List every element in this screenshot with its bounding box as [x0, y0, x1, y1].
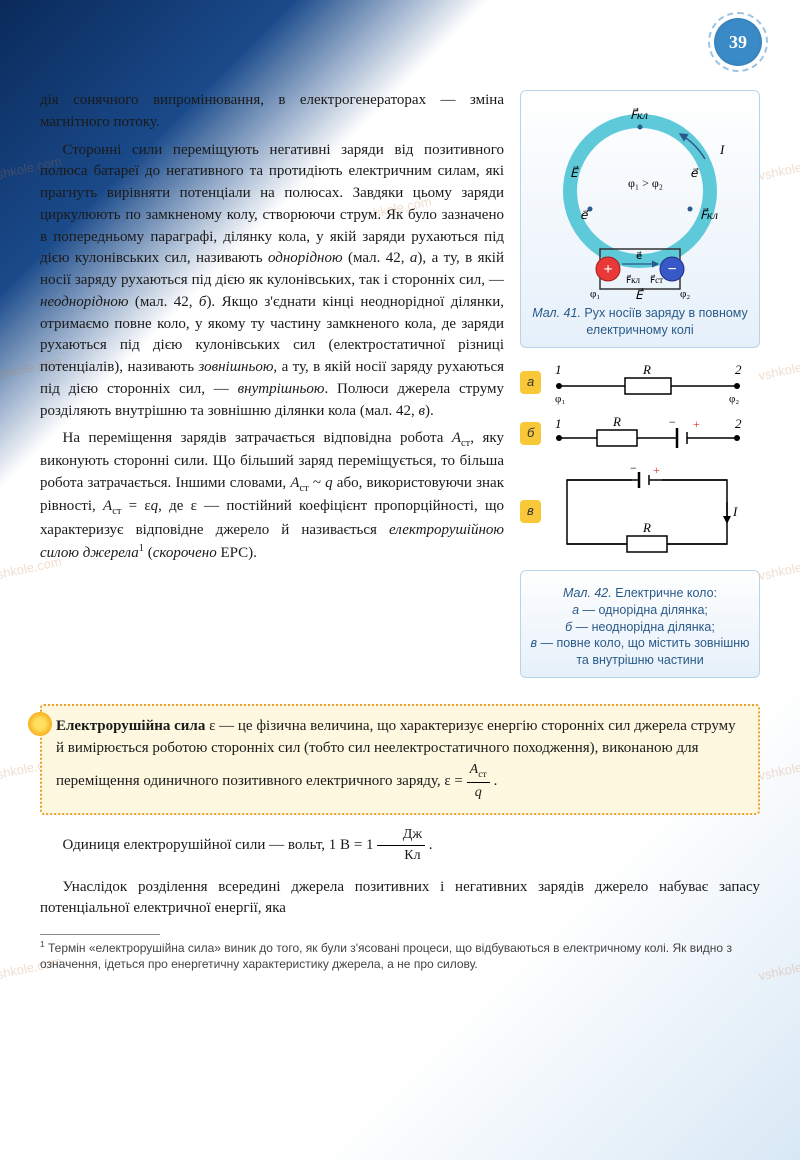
- figure-41-svg: I + − e⃗ F⃗кл F⃗ст E⃗ F⃗кл F⃗кл e: [530, 99, 750, 299]
- label-I: I: [719, 142, 725, 157]
- svg-text:F⃗кл: F⃗кл: [700, 207, 718, 222]
- svg-text:R: R: [612, 414, 621, 429]
- watermark: vshkole.com: [757, 553, 800, 586]
- paragraph: Унаслідок розділення всередині джерела п…: [40, 877, 760, 921]
- figure-41: I + − e⃗ F⃗кл F⃗ст E⃗ F⃗кл F⃗кл e: [520, 90, 760, 348]
- svg-text:φ₁ > φ₂: φ₁ > φ₂: [628, 176, 663, 190]
- main-text-column: дія сонячного випромінювання, в електрог…: [40, 90, 504, 690]
- paragraph: дія сонячного випромінювання, в електрог…: [40, 90, 504, 134]
- figure-42-diagrams: а 1 2 R φ₁ φ₂ б: [520, 360, 760, 562]
- svg-text:−: −: [669, 415, 676, 429]
- tag-v: в: [520, 500, 541, 523]
- definition-term: Електрорушійна сила: [56, 718, 205, 734]
- svg-text:−: −: [630, 462, 637, 475]
- page-number-badge: 39: [714, 18, 762, 66]
- figures-column: I + − e⃗ F⃗кл F⃗ст E⃗ F⃗кл F⃗кл e: [520, 90, 760, 690]
- svg-text:−: −: [667, 261, 676, 278]
- formula-fraction: Aст q: [467, 760, 490, 803]
- figure-42-caption-box: Мал. 42. Електричне коло: а — однорідна …: [520, 570, 760, 678]
- footnote: 1 Термін «електрорушійна сила» виник до …: [40, 939, 760, 972]
- figure-41-caption: Мал. 41. Рух носіїв заряду в повному еле…: [527, 305, 753, 339]
- watermark: vshkole.com: [757, 153, 800, 186]
- svg-text:R: R: [642, 362, 651, 377]
- tag-a: а: [520, 371, 541, 394]
- svg-text:e⃗: e⃗: [636, 251, 642, 262]
- svg-text:1: 1: [555, 362, 562, 377]
- circuit-b: 1 2 R − +: [547, 414, 747, 454]
- svg-text:2: 2: [735, 416, 742, 431]
- figure-42-caption: Мал. 42. Електричне коло: а — однорідна …: [527, 585, 753, 669]
- tag-b: б: [520, 422, 541, 445]
- svg-text:I: I: [732, 504, 738, 519]
- svg-text:F⃗кл: F⃗кл: [630, 107, 648, 122]
- paragraph: На переміщення зарядів затрачається відп…: [40, 428, 504, 565]
- page-number: 39: [729, 29, 747, 55]
- svg-text:R: R: [642, 520, 651, 535]
- footnote-separator: [40, 934, 160, 935]
- svg-text:φ₁: φ₁: [590, 288, 600, 299]
- svg-text:φ₁: φ₁: [555, 393, 565, 405]
- svg-text:+: +: [653, 463, 660, 477]
- svg-text:e⃗: e⃗: [690, 166, 699, 180]
- circuit-a: 1 2 R φ₁ φ₂: [547, 360, 747, 406]
- svg-text:2: 2: [735, 362, 742, 377]
- watermark: vshkole.com: [757, 953, 800, 986]
- watermark: vshkole.com: [757, 753, 800, 786]
- svg-text:e⃗: e⃗: [580, 208, 589, 222]
- page-content: дія сонячного випромінювання, в електрог…: [40, 90, 760, 1130]
- definition-box: Електрорушійна сила ε — це фізична велич…: [40, 704, 760, 815]
- svg-text:F⃗кл: F⃗кл: [626, 274, 641, 285]
- svg-text:1: 1: [555, 416, 562, 431]
- svg-text:φ₂: φ₂: [729, 393, 739, 405]
- svg-text:+: +: [603, 261, 612, 278]
- unit-fraction: Дж Кл: [377, 825, 425, 867]
- watermark: vshkole.com: [757, 353, 800, 386]
- after-definition: Одиниця електрорушійної сили — вольт, 1 …: [40, 825, 760, 920]
- paragraph: Одиниця електрорушійної сили — вольт, 1 …: [40, 825, 760, 867]
- svg-text:+: +: [693, 417, 700, 431]
- svg-text:φ₂: φ₂: [680, 288, 690, 299]
- svg-text:F⃗ст: F⃗ст: [650, 274, 663, 285]
- paragraph: Сторонні сили переміщують негативні заря…: [40, 140, 504, 423]
- circuit-v: − + R I: [547, 462, 747, 562]
